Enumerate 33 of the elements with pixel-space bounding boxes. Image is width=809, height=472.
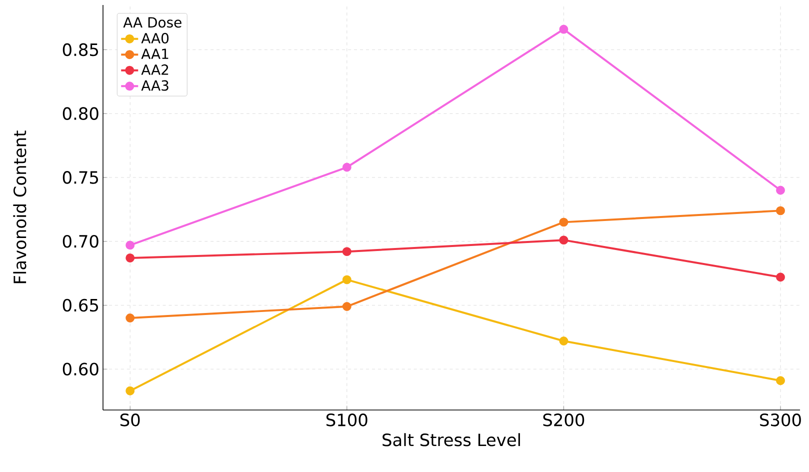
y-tick-label: 0.60 <box>62 362 98 376</box>
x-tick-label: S300 <box>760 414 801 426</box>
legend-label: AA0 <box>141 32 169 44</box>
point <box>559 218 568 227</box>
point <box>342 275 352 284</box>
legend-label: AA2 <box>141 64 168 75</box>
point <box>126 386 135 396</box>
y-tick-label: 0.65 <box>62 298 98 312</box>
point <box>559 24 568 34</box>
point <box>776 376 785 386</box>
point <box>342 302 352 311</box>
point <box>342 162 352 172</box>
legend-label: AA3 <box>141 80 168 91</box>
y-tick-label: 0.70 <box>62 234 98 248</box>
point <box>559 336 568 346</box>
point <box>776 272 785 282</box>
legend-title: AA Dose <box>123 17 182 28</box>
point <box>776 206 785 216</box>
y-tick-label: 0.85 <box>62 43 98 56</box>
y-tick-label: 0.80 <box>62 107 98 120</box>
point <box>342 247 352 256</box>
point <box>126 240 135 250</box>
point <box>776 186 785 195</box>
point <box>126 314 135 322</box>
point <box>559 236 568 245</box>
legend-label: AA1 <box>141 48 168 59</box>
x-tick-label: S0 <box>120 414 140 426</box>
x-axis-title: Salt Stress Level <box>382 433 520 446</box>
point <box>126 253 135 262</box>
x-tick-label: S100 <box>326 414 368 426</box>
y-axis-title: Flavonoid Content <box>13 130 26 284</box>
x-tick-label: S200 <box>543 414 584 426</box>
y-tick-label: 0.75 <box>62 171 98 184</box>
